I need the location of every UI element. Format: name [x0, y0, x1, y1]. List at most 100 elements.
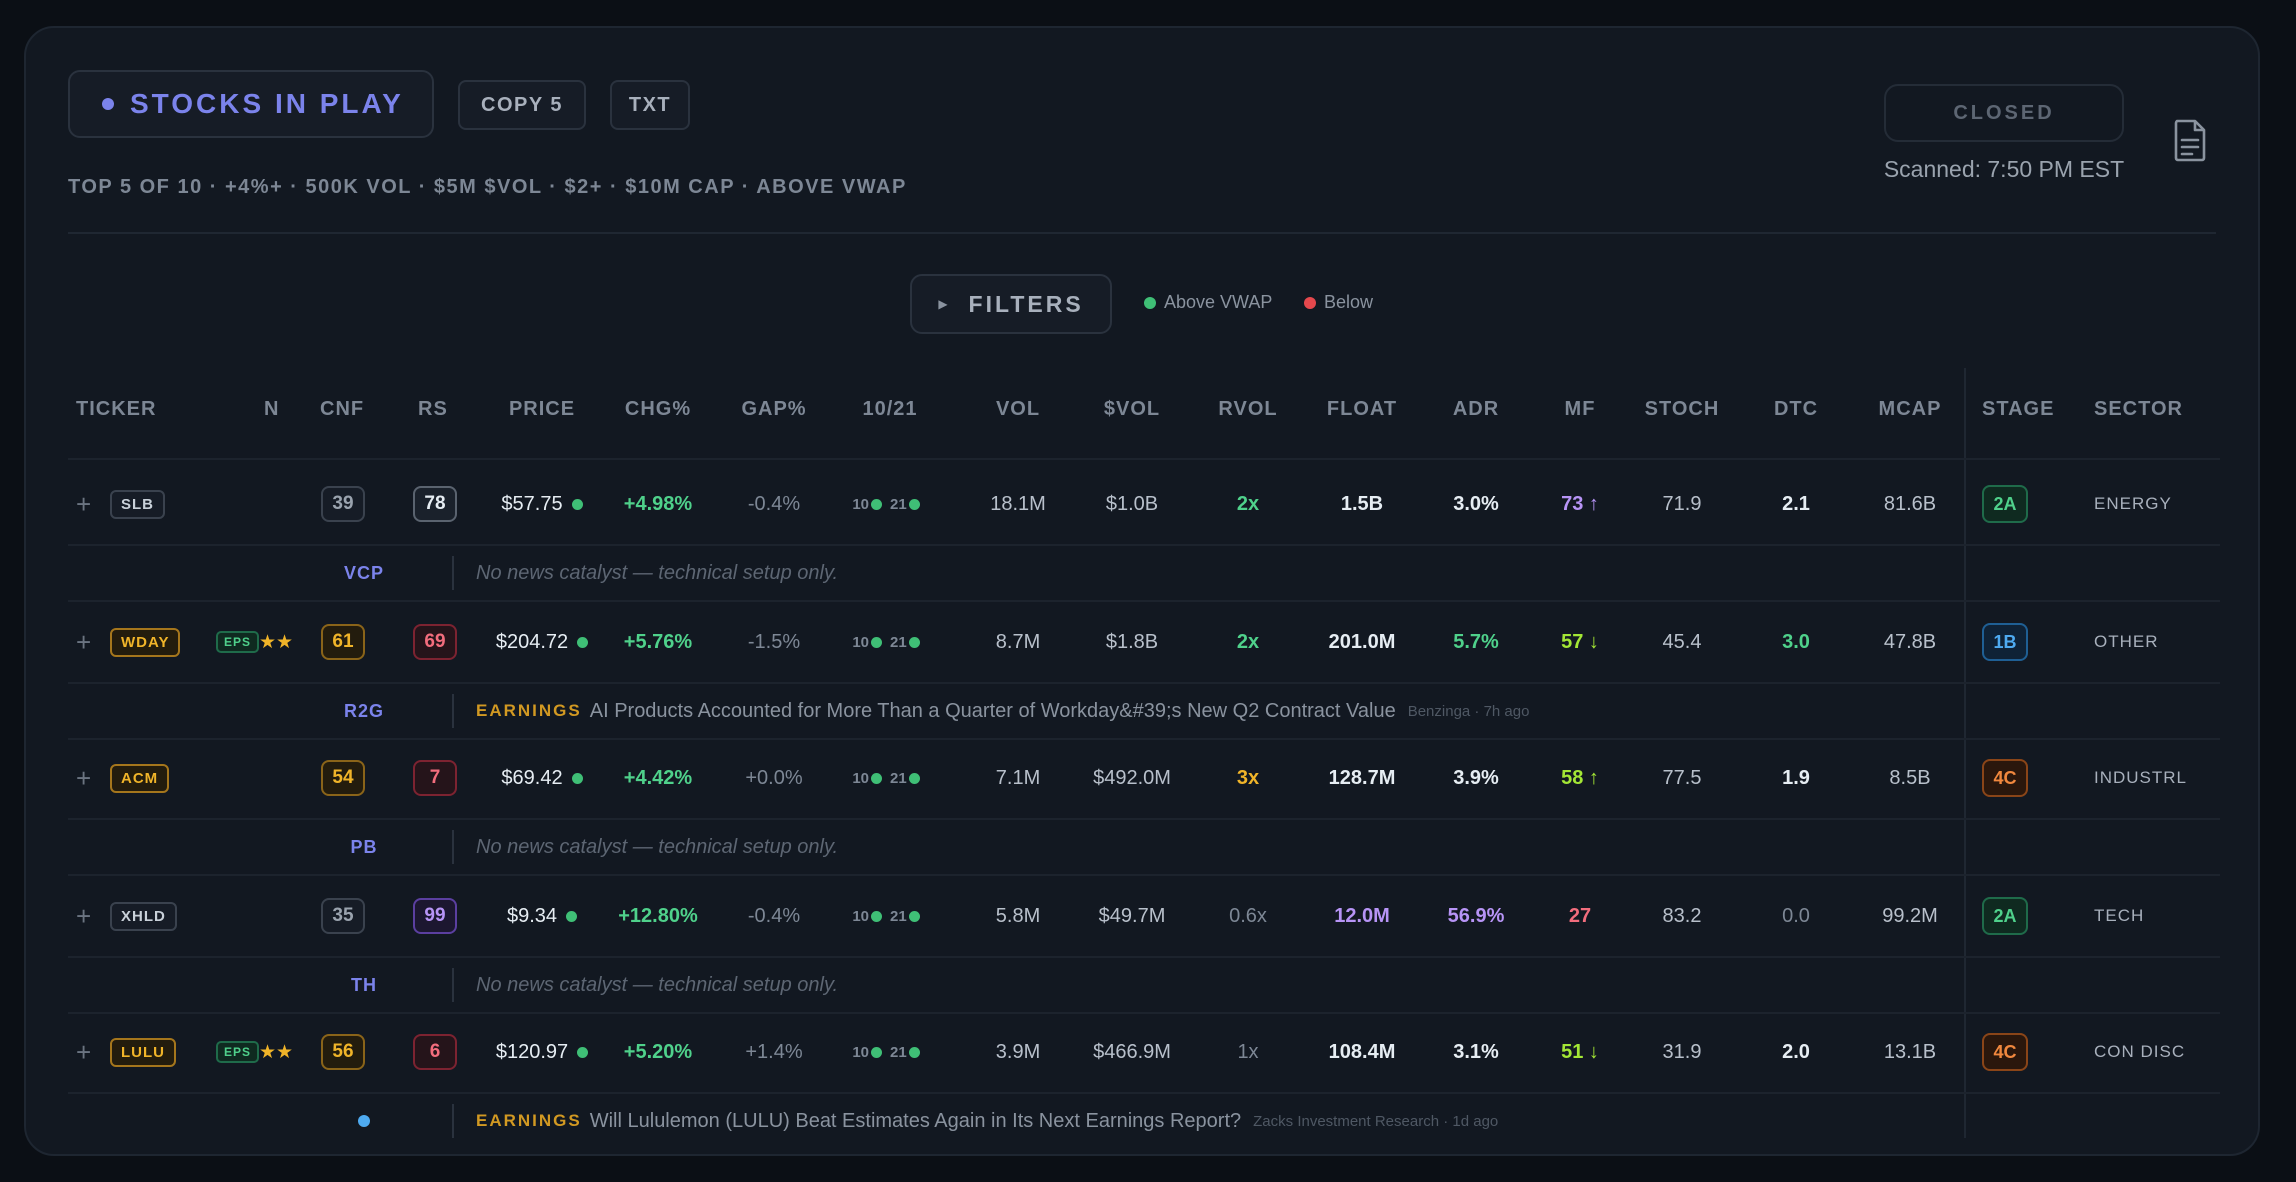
col-header-gap[interactable]: GAP% — [741, 398, 807, 420]
rs-badge: 78 — [413, 486, 457, 522]
float: 12.0M — [1334, 904, 1390, 927]
ticker-badge[interactable]: LULU — [110, 1037, 176, 1067]
col-header-dtc[interactable]: DTC — [1773, 398, 1819, 420]
news-source: Zacks Investment Research · 1d ago — [1253, 1112, 1499, 1130]
col-header-sma[interactable]: 10/21 — [862, 398, 918, 420]
col-header-n[interactable]: N — [264, 398, 280, 420]
chg-pct: +12.80% — [618, 904, 698, 927]
col-header-cnf[interactable]: CNF — [320, 398, 365, 420]
document-icon[interactable] — [2172, 118, 2208, 162]
col-header-sector[interactable]: SECTOR — [2094, 398, 2183, 420]
col-header-stoch[interactable]: STOCH — [1644, 398, 1720, 420]
rvol: 3x — [1236, 766, 1260, 789]
news-divider — [452, 694, 454, 728]
ticker-badge[interactable]: XHLD — [110, 901, 177, 931]
sma21-label: 21 — [890, 907, 907, 925]
expand-row-icon[interactable]: + — [76, 762, 92, 793]
market-status-badge: CLOSED — [1884, 84, 2124, 142]
vwap-dot-icon — [571, 498, 583, 510]
col-header-price[interactable]: PRICE — [508, 398, 576, 420]
col-header-mcap[interactable]: MCAP — [1878, 398, 1942, 420]
vwap-dot-icon — [577, 1046, 589, 1058]
table-row[interactable]: + SLB 39 78 $57.75 +4.98% -0.4% 10 21 18.… — [68, 464, 2220, 544]
price: $69.42 — [501, 766, 563, 789]
news-row: R2G EARNINGS AI Products Accounted for M… — [68, 684, 2220, 738]
news-headline[interactable]: AI Products Accounted for More Than a Qu… — [589, 699, 1396, 722]
title-pill: STOCKS IN PLAY — [68, 70, 434, 138]
news-row: VCP No news catalyst — technical setup o… — [68, 546, 2220, 600]
stoch: 71.9 — [1662, 492, 1702, 515]
table-row[interactable]: + XHLD 35 99 $9.34 +12.80% -0.4% 10 21 5.… — [68, 876, 2220, 956]
dollar-volume: $1.8B — [1105, 630, 1159, 653]
col-header-stage[interactable]: STAGE — [1982, 398, 2055, 420]
news-headline: No news catalyst — technical setup only. — [476, 561, 839, 584]
gap-pct: -1.5% — [747, 630, 801, 653]
news-category: EARNINGS — [476, 1111, 582, 1130]
rvol: 0.6x — [1229, 904, 1267, 927]
col-header-chg[interactable]: CHG% — [624, 398, 692, 420]
news-headline: No news catalyst — technical setup only. — [476, 973, 839, 996]
sma21-label: 21 — [890, 633, 907, 651]
col-header-adr[interactable]: ADR — [1452, 398, 1500, 420]
pattern-label: TH — [351, 974, 377, 995]
rs-badge: 69 — [413, 624, 457, 660]
col-header-ticker[interactable]: TICKER — [76, 398, 157, 420]
news-row: TH No news catalyst — technical setup on… — [68, 958, 2220, 1012]
sector-label: CON DISC — [2094, 1042, 2186, 1061]
news-headline: No news catalyst — technical setup only. — [476, 835, 839, 858]
volume: 18.1M — [990, 492, 1046, 515]
table-row[interactable]: + ACM 54 7 $69.42 +4.42% +0.0% 10 21 7.1M… — [68, 738, 2220, 818]
col-header-vol[interactable]: VOL — [995, 398, 1041, 420]
sma10-label: 10 — [852, 907, 869, 925]
sma21-label: 21 — [890, 495, 907, 513]
col-header-dvol[interactable]: $VOL — [1103, 398, 1161, 420]
mcap: 47.8B — [1883, 630, 1937, 653]
chg-pct: +4.42% — [623, 766, 693, 789]
filters-button[interactable]: ▶ FILTERS — [910, 274, 1112, 334]
adr: 3.0% — [1453, 492, 1499, 515]
sma21-dot-icon — [908, 910, 920, 922]
stoch: 83.2 — [1662, 904, 1702, 927]
pattern-dot-icon — [358, 1115, 370, 1127]
price: $204.72 — [495, 630, 569, 653]
cnf-badge: 56 — [321, 1034, 365, 1070]
expand-row-icon[interactable]: + — [76, 626, 92, 657]
sma21-dot-icon — [908, 498, 920, 510]
float: 201.0M — [1328, 630, 1396, 653]
adr: 56.9% — [1447, 904, 1505, 927]
col-header-float[interactable]: FLOAT — [1326, 398, 1398, 420]
eps-badge: EPS — [216, 1041, 260, 1063]
col-header-rs[interactable]: RS — [418, 398, 448, 420]
sector-label: OTHER — [2094, 632, 2159, 651]
news-divider — [452, 1104, 454, 1138]
col-header-mf[interactable]: MF — [1564, 398, 1596, 420]
legend-above-vwap: Above VWAP — [1144, 292, 1272, 313]
stage-badge: 4C — [1982, 759, 2028, 797]
table-row[interactable]: + WDAY EPS ★★ 61 69 $204.72 +5.76% -1.5% … — [68, 602, 2220, 682]
expand-row-icon[interactable]: + — [76, 1036, 92, 1067]
pattern-label: R2G — [343, 700, 384, 721]
volume: 8.7M — [995, 630, 1041, 653]
txt-button[interactable]: TXT — [610, 80, 690, 130]
sector-label: INDUSTRL — [2094, 768, 2188, 787]
expand-row-icon[interactable]: + — [76, 900, 92, 931]
ticker-badge[interactable]: SLB — [110, 489, 165, 519]
stage-badge: 4C — [1982, 1033, 2028, 1071]
gap-pct: -0.4% — [747, 492, 801, 515]
ticker-badge[interactable]: ACM — [110, 763, 170, 793]
pattern-label: PB — [350, 836, 378, 857]
vwap-dot-icon — [571, 772, 583, 784]
filters-label: FILTERS — [968, 290, 1084, 317]
ticker-badge[interactable]: WDAY — [110, 627, 181, 657]
expand-row-icon[interactable]: + — [76, 488, 92, 519]
dollar-volume: $492.0M — [1093, 766, 1171, 789]
col-header-rvol[interactable]: RVOL — [1218, 398, 1278, 420]
news-headline[interactable]: Will Lululemon (LULU) Beat Estimates Aga… — [589, 1109, 1242, 1132]
table-row[interactable]: + LULU EPS ★★ 56 6 $120.97 +5.20% +1.4% 1… — [68, 1012, 2220, 1092]
sma10-dot-icon — [871, 910, 882, 922]
sma21-dot-icon — [908, 1046, 920, 1058]
news-category: EARNINGS — [476, 701, 582, 720]
stage-badge: 2A — [1982, 485, 2028, 523]
sma21-dot-icon — [908, 772, 920, 784]
copy-button[interactable]: COPY 5 — [458, 80, 586, 130]
